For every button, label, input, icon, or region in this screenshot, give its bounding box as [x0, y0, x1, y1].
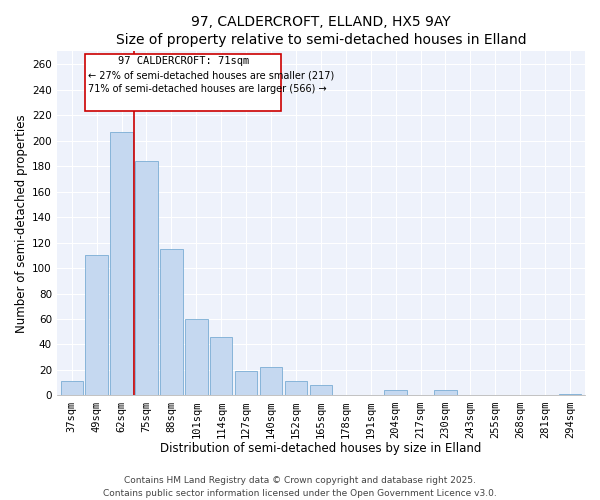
Bar	[110, 132, 133, 396]
Bar	[235, 372, 257, 396]
Bar	[61, 382, 83, 396]
Text: Contains HM Land Registry data © Crown copyright and database right 2025.
Contai: Contains HM Land Registry data © Crown c…	[103, 476, 497, 498]
Bar	[559, 394, 581, 396]
Bar	[385, 390, 407, 396]
Bar	[310, 386, 332, 396]
FancyBboxPatch shape	[85, 54, 281, 111]
X-axis label: Distribution of semi-detached houses by size in Elland: Distribution of semi-detached houses by …	[160, 442, 482, 455]
Bar	[210, 337, 232, 396]
Bar	[85, 256, 108, 396]
Bar	[135, 161, 158, 396]
Text: 97 CALDERCROFT: 71sqm: 97 CALDERCROFT: 71sqm	[118, 56, 249, 66]
Bar	[160, 249, 182, 396]
Text: 71% of semi-detached houses are larger (566) →: 71% of semi-detached houses are larger (…	[88, 84, 326, 94]
Bar	[260, 368, 282, 396]
Bar	[434, 390, 457, 396]
Bar	[285, 382, 307, 396]
Title: 97, CALDERCROFT, ELLAND, HX5 9AY
Size of property relative to semi-detached hous: 97, CALDERCROFT, ELLAND, HX5 9AY Size of…	[116, 15, 526, 48]
Y-axis label: Number of semi-detached properties: Number of semi-detached properties	[15, 114, 28, 332]
Text: ← 27% of semi-detached houses are smaller (217): ← 27% of semi-detached houses are smalle…	[88, 70, 334, 81]
Bar	[185, 319, 208, 396]
